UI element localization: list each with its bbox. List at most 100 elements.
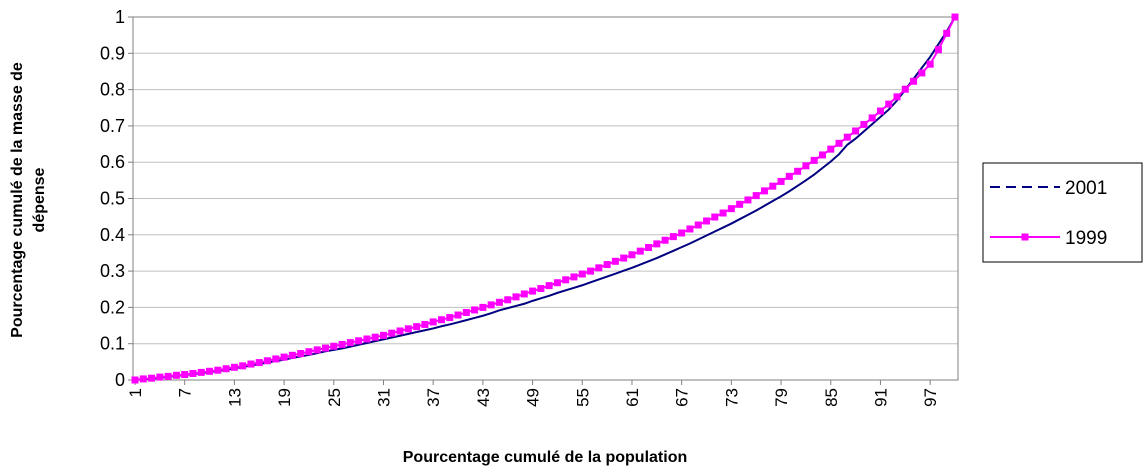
marker (818, 151, 826, 159)
marker (462, 308, 470, 316)
marker (727, 205, 735, 213)
x-tick-label: 13 (225, 388, 244, 407)
marker (371, 333, 379, 341)
marker (413, 323, 421, 331)
marker (744, 196, 752, 204)
y-tick-label: 0 (115, 370, 125, 390)
marker (810, 156, 818, 164)
marker (943, 29, 951, 37)
marker (247, 360, 255, 368)
marker (611, 257, 619, 265)
marker (785, 172, 793, 180)
marker (777, 177, 785, 185)
marker (901, 85, 909, 93)
marker (181, 371, 189, 379)
marker (164, 372, 172, 380)
marker (918, 69, 926, 77)
marker (355, 337, 363, 345)
x-axis-title: Pourcentage cumulé de la population (403, 449, 687, 466)
x-tick-label: 7 (176, 388, 195, 397)
marker (562, 276, 570, 284)
marker (529, 287, 537, 295)
x-tick-label: 91 (871, 388, 890, 407)
marker (197, 368, 205, 376)
series-line (134, 16, 956, 381)
marker (852, 127, 860, 135)
legend-box (982, 162, 1143, 263)
marker (769, 182, 777, 190)
marker (437, 316, 445, 324)
marker (346, 339, 354, 347)
marker (230, 363, 238, 371)
marker (545, 282, 553, 290)
y-axis-title-line: dépense (31, 167, 48, 232)
x-tick-label: 1 (126, 388, 145, 397)
marker (661, 236, 669, 244)
marker (280, 353, 288, 361)
marker (645, 244, 653, 252)
marker (843, 133, 851, 141)
marker (620, 254, 628, 262)
legend-label: 1999 (1065, 228, 1107, 249)
legend-marker (1021, 233, 1029, 241)
marker (694, 221, 702, 229)
marker (214, 366, 222, 374)
marker (139, 375, 147, 383)
marker (603, 261, 611, 269)
y-tick-label: 0.3 (100, 261, 125, 281)
marker (578, 270, 586, 278)
marker (653, 240, 661, 248)
marker (951, 13, 959, 21)
marker (388, 329, 396, 337)
marker (239, 362, 247, 370)
legend-label: 2001 (1065, 178, 1107, 199)
x-tick-label: 49 (524, 388, 543, 407)
marker (288, 351, 296, 359)
y-tick-label: 0.4 (100, 225, 125, 245)
marker (553, 279, 561, 287)
marker (421, 320, 429, 328)
marker (379, 331, 387, 339)
x-tick-label: 97 (921, 388, 940, 407)
x-tick-label: 19 (275, 388, 294, 407)
marker (264, 357, 272, 365)
marker (471, 306, 479, 314)
marker (868, 114, 876, 122)
marker (570, 273, 578, 281)
marker (760, 187, 768, 195)
marker (827, 145, 835, 153)
marker (504, 296, 512, 304)
marker (893, 93, 901, 101)
marker (703, 217, 711, 225)
x-tick-label: 37 (424, 388, 443, 407)
x-tick-label: 73 (722, 388, 741, 407)
marker (363, 335, 371, 343)
x-tick-label: 85 (822, 388, 841, 407)
y-axis-title: Pourcentage cumulé de la masse de dépens… (9, 62, 48, 338)
x-tick-label: 79 (772, 388, 791, 407)
marker (322, 344, 330, 352)
y-tick-label: 0.1 (100, 334, 125, 354)
marker (885, 100, 893, 108)
x-tick-label: 43 (474, 388, 493, 407)
marker (396, 327, 404, 335)
marker (446, 314, 454, 322)
marker (255, 359, 263, 367)
marker (272, 355, 280, 363)
marker (628, 251, 636, 259)
marker (595, 264, 603, 272)
marker (206, 367, 214, 375)
marker (860, 120, 868, 128)
marker (454, 311, 462, 319)
marker (148, 374, 156, 382)
marker (802, 162, 810, 170)
y-tick-label: 0.2 (100, 297, 125, 317)
marker (297, 350, 305, 358)
marker (587, 267, 595, 275)
y-tick-label: 1 (115, 7, 125, 27)
x-tick-label: 67 (673, 388, 692, 407)
marker (910, 77, 918, 85)
marker (926, 60, 934, 68)
marker (835, 139, 843, 147)
